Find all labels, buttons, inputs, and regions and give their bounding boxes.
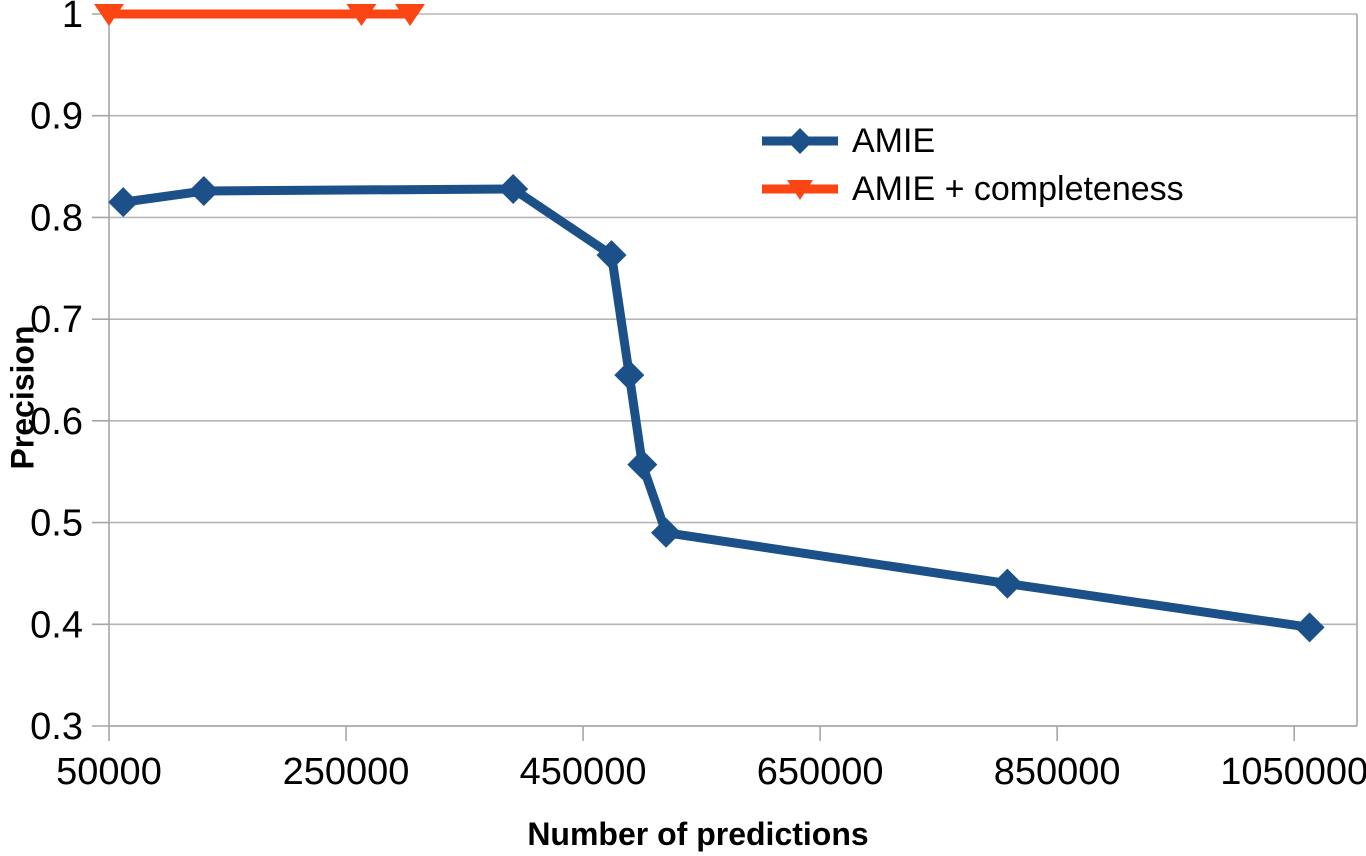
data-point-marker [108,187,139,218]
data-point-marker [596,240,627,271]
x-tick-label: 50000 [56,751,162,793]
legend: AMIE AMIE + completeness [760,117,1184,213]
x-tick-label: 850000 [994,751,1121,793]
x-tick-label: 250000 [283,751,410,793]
y-axis-title: Precision [4,325,41,470]
y-tick-label: 1 [62,0,83,36]
legend-label-amie-completeness: AMIE + completeness [852,169,1184,208]
data-point-marker [614,360,645,391]
amie-line-sample-icon [762,128,838,154]
x-tick-label: 450000 [520,751,647,793]
data-point-marker [498,173,529,204]
legend-label-amie: AMIE [852,121,936,160]
y-tick-label: 0.9 [30,96,83,138]
data-point-marker [651,517,682,548]
y-tick-label: 0.8 [30,197,83,239]
legend-item-amie: AMIE [760,117,1184,165]
y-tick-label: 0.5 [30,503,83,545]
data-point-marker [1294,612,1325,643]
y-tick-label: 0.7 [30,299,83,341]
legend-item-amie-completeness: AMIE + completeness [760,165,1184,213]
data-point-marker [627,449,658,480]
x-axis-title: Number of predictions [527,816,869,852]
x-tick-label: 650000 [757,751,884,793]
data-point-marker [346,4,377,26]
series-line-amie [122,184,1311,632]
amie-completeness-line-sample-icon [762,180,838,200]
data-point-marker [395,4,426,26]
data-point-marker [992,568,1023,599]
y-tick-label: 0.3 [30,706,83,748]
y-tick-label: 0.6 [30,401,83,443]
data-point-marker [188,175,219,206]
x-tick-label: 1050000 [1220,751,1366,793]
y-tick-label: 0.4 [30,604,83,646]
data-point-marker [94,4,124,26]
